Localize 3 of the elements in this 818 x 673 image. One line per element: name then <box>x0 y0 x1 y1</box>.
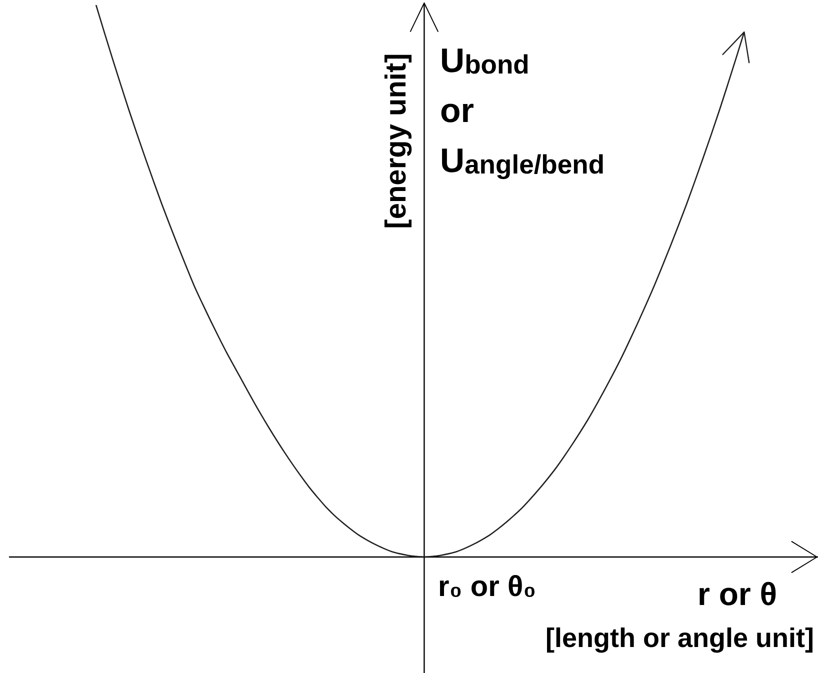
annotation: [energy unit] <box>380 53 412 229</box>
x-axis-title: r or θ [length or angle unit] <box>546 576 814 653</box>
text: r₀ or θ₀ <box>438 571 536 603</box>
